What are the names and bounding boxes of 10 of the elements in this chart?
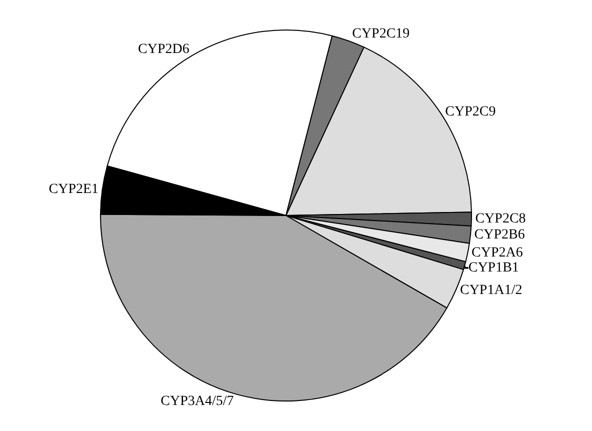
slice-label: CYP2B6 bbox=[474, 227, 525, 242]
slice-label: CYP1A1/2 bbox=[460, 282, 522, 298]
slice-label: CYP2C9 bbox=[445, 104, 496, 120]
slice-label: CYP2C19 bbox=[352, 26, 410, 42]
slice-label: CYP2C8 bbox=[475, 212, 526, 227]
slice-label: CYP3A4/5/7 bbox=[160, 394, 234, 410]
slice-label: CYP2E1 bbox=[48, 182, 99, 198]
slice-label: CYP2A6 bbox=[472, 245, 523, 260]
slice-label: CYP2D6 bbox=[138, 42, 190, 57]
slice-label: CYP1B1 bbox=[468, 260, 519, 276]
